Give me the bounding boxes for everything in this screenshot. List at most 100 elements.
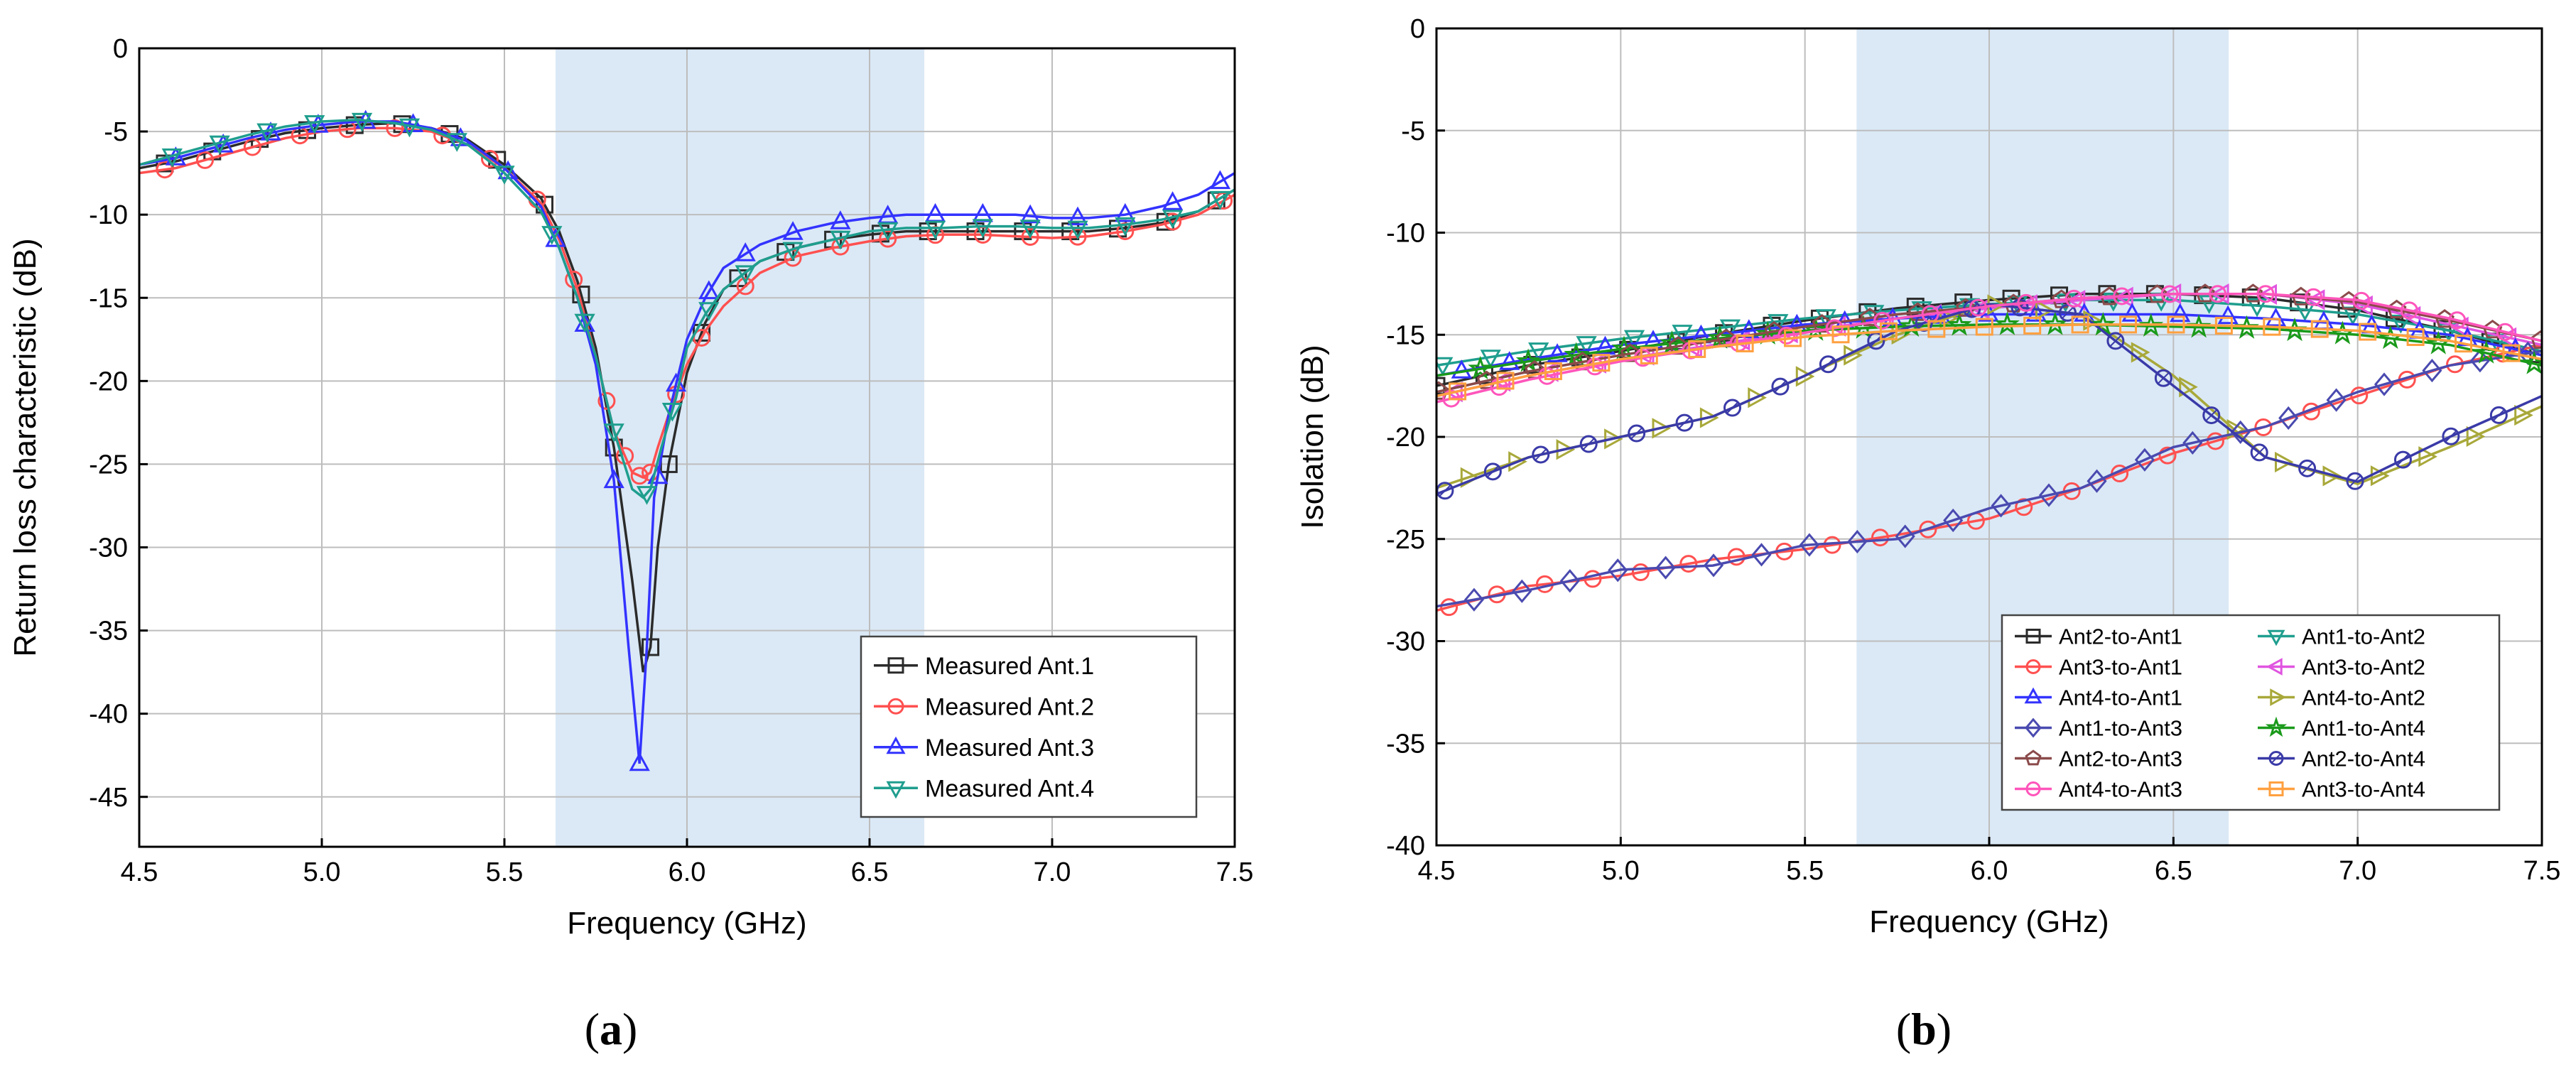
b-series-7-marker [1895, 524, 1915, 548]
a-legend-label: Measured Ant.4 [925, 775, 1094, 802]
b-series-12-marker [1784, 329, 1802, 347]
b-x-axis-label: Frequency (GHz) [1869, 904, 2109, 939]
b-series-11-marker [2017, 293, 2035, 312]
a-legend-marker [886, 781, 906, 799]
b-series-10-marker-slash [1726, 401, 1738, 414]
b-series-3-marker [2254, 418, 2273, 437]
b-series-6-marker [1556, 439, 1576, 460]
b-series-12-marker [2167, 315, 2185, 334]
a-series-2-marker [196, 151, 215, 169]
b-series-line-10 [1436, 303, 2542, 496]
b-series-7-marker [1655, 556, 1676, 580]
b-series-10-marker-slash [1630, 427, 1643, 440]
a-xtick-label: 4.5 [121, 857, 158, 887]
b-ytick-label: -15 [1386, 320, 1425, 350]
b-legend-item: Ant4-to-Ant1 [2015, 686, 2182, 710]
b-series-7-marker [2134, 448, 2155, 472]
a-series-4 [139, 112, 1235, 505]
b-series-4-marker [2066, 290, 2086, 311]
a-xtick-label: 7.5 [1216, 857, 1254, 887]
a-series-4-marker [351, 112, 373, 132]
b-legend-box [2001, 614, 2501, 811]
b-ytick-label: -40 [1386, 831, 1425, 861]
a-series-4-marker [661, 403, 683, 422]
b-legend-marker [2024, 687, 2042, 704]
b-series-11-marker [2352, 291, 2371, 310]
b-legend-marker [2025, 659, 2041, 674]
b-series-12-marker [2214, 316, 2233, 335]
b-series-5-marker [1499, 351, 1520, 370]
b-legend-item: Ant3-to-Ant4 [2258, 777, 2425, 802]
b-series-3-marker [1679, 555, 1698, 573]
b-series-12-marker [2310, 320, 2329, 338]
b-series-9-marker [2195, 283, 2215, 303]
b-series-8-marker [2042, 311, 2068, 335]
chart-a: 4.5 5.0 5.5 6.0 6.5 7.0 7.5 0 -5 -10 -15 -20 -25 -30 -… [8, 34, 1253, 1054]
a-xtick-label: 7.0 [1034, 857, 1071, 887]
b-panel-label: (b) [1896, 1004, 1952, 1054]
b-series-9-marker [2531, 330, 2542, 350]
b-legend-marker [2268, 781, 2284, 796]
a-series-line-4 [139, 118, 1235, 499]
b-series-9-marker [2339, 291, 2359, 310]
b-series-9-marker [1956, 298, 1976, 317]
b-series-10-marker-slash [2062, 306, 2074, 319]
b-series-10-marker-slash [2349, 475, 2361, 487]
b-series-7-marker [2422, 358, 2442, 383]
b-series-10-marker [2442, 427, 2460, 445]
b-series-7-marker [1559, 569, 1580, 593]
b-legend-label: Ant1-to-Ant4 [2302, 716, 2425, 741]
b-ytick-label: -35 [1386, 729, 1425, 759]
b-legend-item: Ant2-to-Ant1 [2015, 624, 2182, 649]
a-ytick-label: 0 [113, 34, 128, 64]
b-series-8-marker [2090, 312, 2116, 336]
b-series-10-marker [1532, 445, 1550, 464]
b-legend-marker [2268, 751, 2284, 766]
b-series-7-marker [1799, 533, 1819, 557]
a-series-3-marker [1115, 202, 1136, 222]
b-panel-letter: b [1911, 1004, 1937, 1054]
b-ytick-label: -10 [1386, 219, 1425, 249]
b-series-3-marker [1631, 563, 1650, 582]
b-legend-marker [2265, 716, 2288, 737]
b-series-12-marker [1640, 346, 1658, 364]
a-series-2-marker [243, 138, 261, 156]
b-legend-label: Ant1-to-Ant3 [2059, 716, 2182, 741]
a-legend-label: Measured Ant.2 [925, 693, 1094, 720]
b-series-10-marker-slash [2157, 372, 2170, 384]
b-legend-marker-slash [2271, 753, 2282, 764]
a-legend-label: Measured Ant.3 [925, 735, 1094, 762]
a-y-axis-label: Return loss characteristic (dB) [8, 238, 43, 656]
b-series-10-marker [1819, 355, 1837, 374]
b-series-12-marker [2502, 344, 2521, 362]
b-xtick-label: 5.0 [1602, 856, 1640, 886]
b-series-6-marker [1699, 407, 1719, 428]
b-series-11-marker [1873, 311, 1892, 330]
b-ytick-label: -30 [1386, 627, 1425, 657]
b-series-10-marker [1771, 377, 1790, 396]
b-series-7-marker [2374, 372, 2395, 396]
b-series-10-marker-slash [1870, 335, 1883, 347]
b-series-5-marker [2217, 305, 2239, 325]
a-series-3-marker [830, 210, 851, 229]
b-series-2-marker [1436, 357, 1454, 377]
a-legend-item: Measured Ant.4 [874, 775, 1094, 802]
b-series-9-marker [2291, 286, 2311, 305]
b-xtick-label: 7.0 [2339, 856, 2376, 886]
b-series-9-marker [2099, 286, 2119, 305]
a-series-3-marker [698, 280, 720, 300]
b-series-10-marker [1723, 399, 1741, 417]
b-series-10-marker-slash [1917, 317, 1930, 329]
b-series-3-marker [1440, 598, 1459, 617]
b-series-8-marker [2138, 313, 2164, 337]
b-legend-label: Ant2-to-Ant3 [2059, 747, 2182, 771]
b-legend-marker [2025, 629, 2041, 644]
a-series-4-marker [399, 118, 421, 138]
b-series-10-marker-slash [1774, 380, 1787, 393]
a-ytick-label: -15 [89, 283, 128, 313]
b-series-10-marker-slash [1822, 358, 1834, 371]
a-legend-item: Measured Ant.3 [874, 735, 1094, 762]
a-series-3-marker [972, 202, 993, 222]
b-series-12-marker [1879, 322, 1898, 340]
